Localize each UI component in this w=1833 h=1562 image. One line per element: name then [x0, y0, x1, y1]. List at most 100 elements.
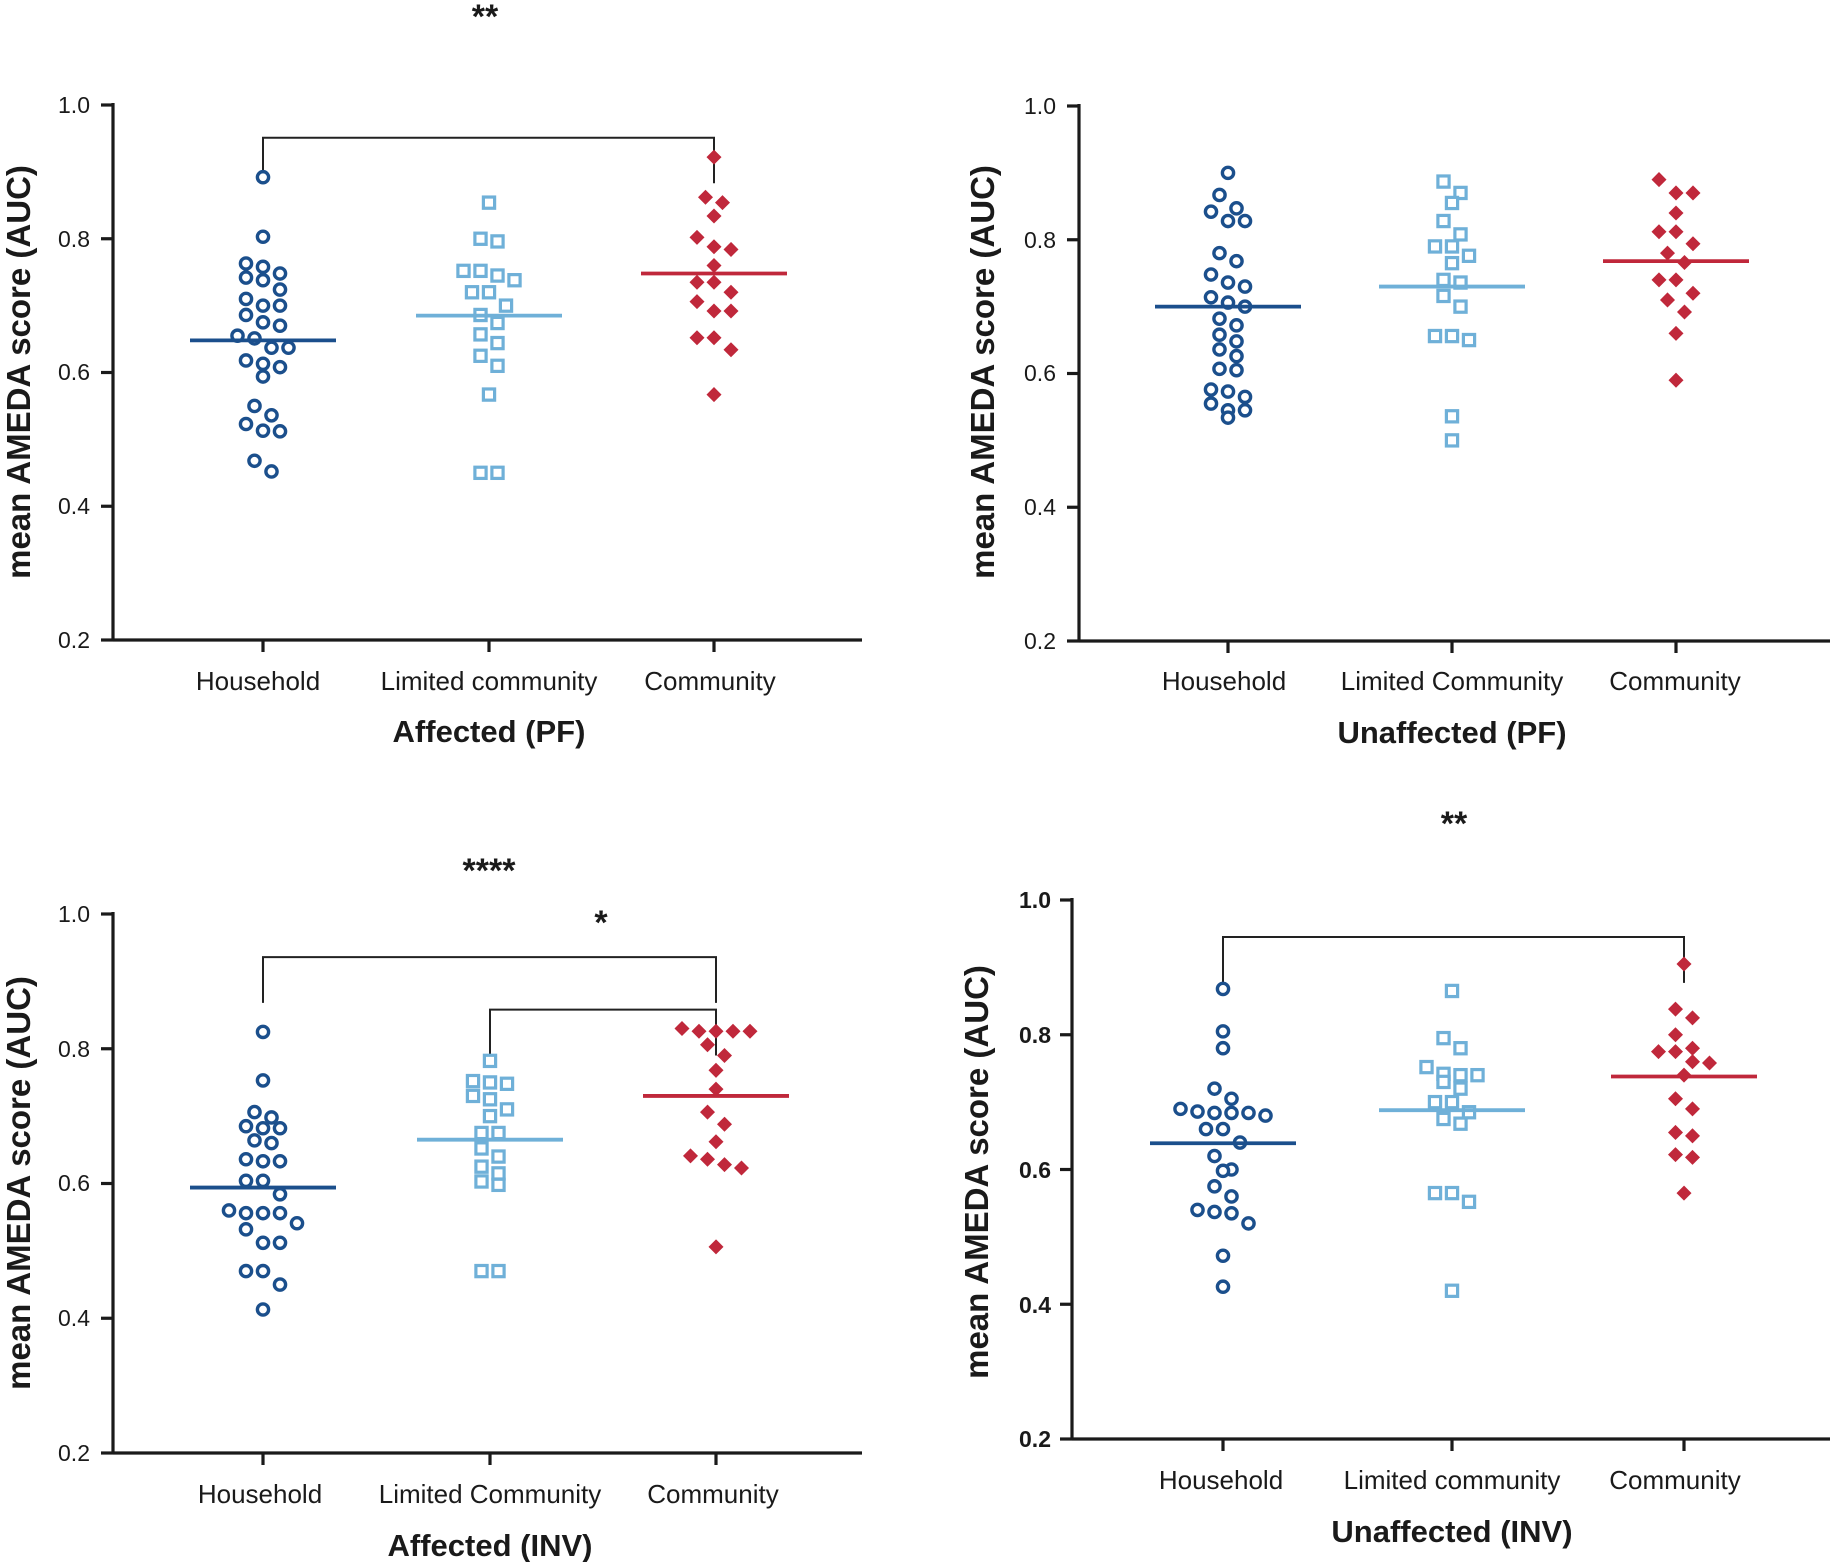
- data-point-circle: [255, 1205, 271, 1221]
- data-point-circle: [1229, 318, 1244, 333]
- data-point-circle: [1224, 1189, 1239, 1204]
- data-point-circle: [247, 1104, 262, 1120]
- category-label-limited-community: Limited community: [381, 666, 598, 696]
- data-point-diamond: [733, 1160, 750, 1176]
- series-household: [190, 1024, 336, 1317]
- data-point-circle: [255, 356, 271, 372]
- data-point-diamond: [1667, 1044, 1684, 1060]
- y-tick-label-0.2: 0.2: [58, 627, 90, 653]
- panel-affected-pf: mean AMEDA score (AUC) Affected (PF) Hou…: [0, 0, 862, 749]
- data-point-diamond: [1659, 245, 1676, 261]
- data-point-circle: [1229, 201, 1244, 216]
- data-point-diamond: [1684, 1149, 1701, 1165]
- data-point-circle: [281, 340, 296, 356]
- data-point-circle: [289, 1215, 305, 1231]
- data-point-square: [490, 358, 505, 374]
- data-point-circle: [272, 282, 288, 297]
- data-point-square: [1427, 1094, 1443, 1110]
- data-point-circle: [1215, 1279, 1231, 1295]
- data-point-circle: [1215, 981, 1231, 997]
- data-point-circle: [1173, 1101, 1188, 1117]
- data-point-circle: [1224, 1205, 1239, 1221]
- data-point-circle: [255, 1024, 271, 1040]
- data-point-square: [473, 465, 488, 481]
- data-point-diamond: [723, 241, 739, 257]
- data-point-circle: [238, 416, 254, 432]
- data-point-square: [1444, 1283, 1460, 1298]
- data-point-diamond: [1667, 1091, 1684, 1107]
- data-point-diamond: [1684, 1128, 1701, 1144]
- data-point-diamond: [742, 1023, 758, 1039]
- data-point-square: [1419, 1059, 1434, 1075]
- panel-unaffected-inv: mean AMEDA score (AUC) Unaffected (INV) …: [958, 805, 1830, 1549]
- data-point-diamond: [716, 1116, 733, 1132]
- data-point-diamond: [1685, 236, 1701, 252]
- y-tick-label-1.0: 1.0: [58, 92, 90, 118]
- data-point-diamond: [708, 1239, 724, 1255]
- data-point-circle: [255, 315, 271, 330]
- data-point-square: [1444, 1185, 1460, 1201]
- data-point-square: [464, 285, 480, 300]
- data-point-square: [1444, 1094, 1460, 1110]
- data-point-circle: [1190, 1104, 1205, 1119]
- data-point-circle: [255, 1073, 271, 1088]
- data-point-diamond: [1684, 1010, 1701, 1026]
- data-point-square: [1453, 1067, 1468, 1083]
- data-point-circle: [238, 291, 254, 307]
- data-point-circle: [238, 270, 254, 285]
- data-point-diamond: [1651, 172, 1667, 188]
- data-point-circle: [1203, 289, 1219, 305]
- data-point-circle: [1212, 311, 1227, 326]
- data-point-square: [1436, 288, 1451, 304]
- significance-bracket: [262, 956, 717, 1003]
- data-point-diamond: [674, 1021, 690, 1037]
- data-point-square: [507, 273, 522, 288]
- data-point-circle: [1203, 396, 1219, 411]
- data-point-square: [1436, 213, 1451, 229]
- data-point-diamond: [1667, 1147, 1684, 1163]
- data-point-square: [474, 1159, 489, 1174]
- data-point-circle: [1220, 384, 1236, 399]
- data-point-diamond: [697, 189, 714, 205]
- data-point-diamond: [1676, 956, 1692, 972]
- data-point-circle: [1237, 279, 1253, 294]
- data-point-circle: [255, 1173, 271, 1189]
- data-point-square: [1453, 1081, 1468, 1096]
- data-point-circle: [1203, 204, 1219, 219]
- data-point-square: [1436, 1074, 1451, 1090]
- category-label-limited-community: Limited community: [1344, 1465, 1561, 1495]
- data-point-diamond: [1651, 272, 1667, 288]
- data-point-circle: [255, 1263, 271, 1279]
- data-point-circle: [264, 1110, 279, 1125]
- data-point-circle: [1212, 342, 1227, 357]
- significance-label: **: [472, 0, 499, 36]
- data-point-diamond: [716, 1047, 733, 1063]
- series-limited-community: [1379, 174, 1525, 448]
- data-point-circle: [1190, 1202, 1205, 1218]
- y-tick-label-0.4: 0.4: [1019, 1292, 1051, 1318]
- data-point-circle: [264, 1135, 279, 1151]
- data-point-square: [465, 1073, 481, 1089]
- data-point-square: [1444, 328, 1460, 344]
- y-tick-label-0.8: 0.8: [58, 1036, 90, 1062]
- data-point-circle: [255, 259, 271, 275]
- data-point-circle: [272, 1235, 288, 1251]
- data-point-circle: [272, 359, 288, 375]
- data-point-diamond: [706, 274, 722, 290]
- data-point-square: [499, 1102, 515, 1117]
- data-point-diamond: [1676, 304, 1693, 320]
- data-point-diamond: [1668, 205, 1684, 221]
- data-point-circle: [1237, 402, 1253, 418]
- data-point-circle: [1237, 213, 1253, 229]
- data-point-square: [1444, 983, 1460, 999]
- y-tick-label-0.4: 0.4: [58, 493, 90, 519]
- category-label-community: Community: [644, 666, 775, 696]
- category-label-household: Household: [198, 1479, 322, 1509]
- data-point-square: [481, 285, 497, 300]
- data-point-circle: [1207, 1204, 1222, 1220]
- data-point-circle: [255, 1235, 271, 1251]
- data-point-square: [491, 1125, 506, 1141]
- data-point-circle: [272, 1205, 288, 1221]
- data-point-diamond: [1668, 272, 1684, 288]
- series-limited-community: [1379, 983, 1525, 1298]
